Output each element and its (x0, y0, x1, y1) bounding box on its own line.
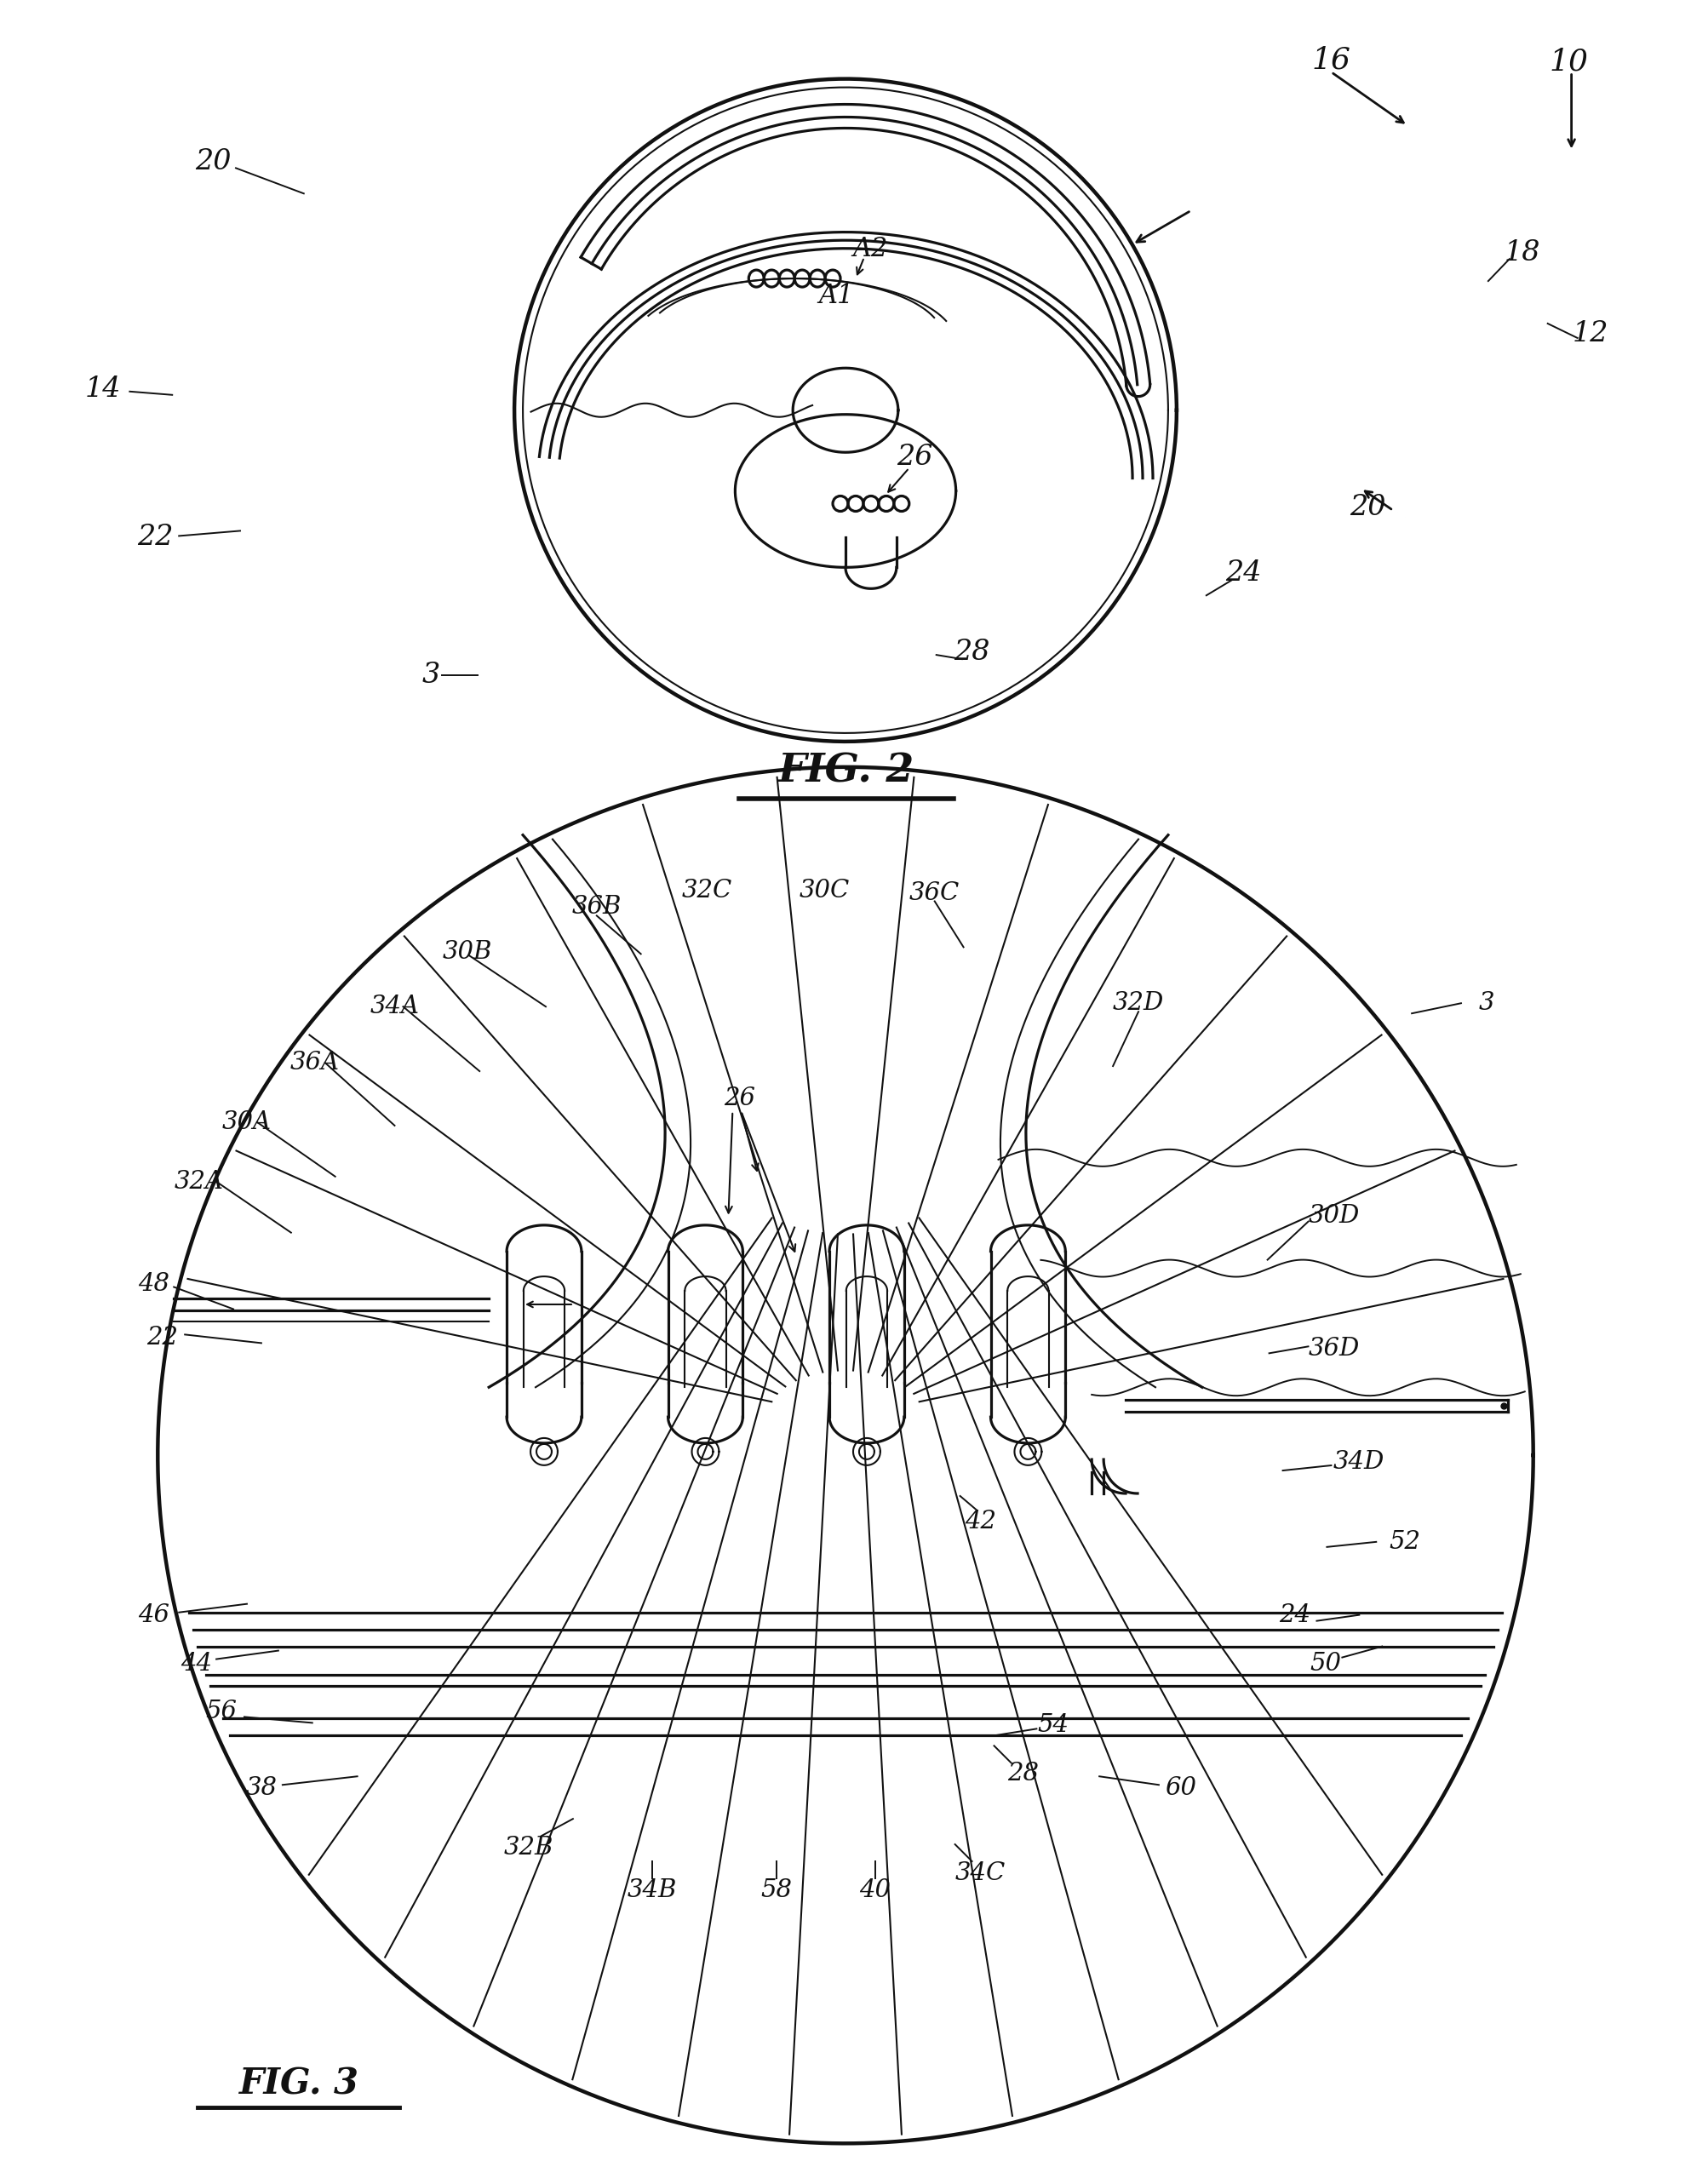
Text: 22: 22 (145, 1326, 178, 1350)
Text: 32A: 32A (174, 1171, 223, 1192)
Text: 48: 48 (137, 1271, 169, 1295)
Text: 34D: 34D (1334, 1450, 1385, 1474)
Text: 36B: 36B (572, 895, 622, 919)
Text: 38: 38 (245, 1776, 277, 1800)
Text: 34B: 34B (627, 1878, 676, 1902)
Text: 30B: 30B (443, 941, 492, 963)
Text: 36D: 36D (1309, 1337, 1360, 1361)
Text: FIG. 2: FIG. 2 (778, 751, 913, 791)
Text: A2: A2 (852, 236, 888, 262)
Text: 54: 54 (1038, 1714, 1069, 1736)
Text: 42: 42 (966, 1509, 996, 1533)
Text: 22: 22 (137, 524, 172, 550)
Text: 34C: 34C (955, 1861, 1006, 1885)
Text: 30D: 30D (1309, 1203, 1360, 1227)
Text: 24: 24 (1226, 559, 1261, 587)
Text: 50: 50 (1309, 1651, 1341, 1675)
Text: 36A: 36A (291, 1051, 340, 1075)
Text: 12: 12 (1573, 321, 1608, 347)
Text: 3: 3 (423, 662, 440, 688)
Text: 28: 28 (1008, 1762, 1038, 1787)
Text: 3: 3 (1478, 992, 1495, 1016)
Text: 44: 44 (181, 1651, 211, 1675)
Text: 26: 26 (724, 1085, 756, 1109)
Text: 26: 26 (896, 443, 933, 470)
Text: A1: A1 (818, 282, 854, 308)
Text: 32C: 32C (681, 878, 732, 902)
Text: FIG. 3: FIG. 3 (240, 2066, 360, 2101)
Text: 52: 52 (1390, 1531, 1420, 1553)
Text: 30C: 30C (800, 878, 849, 902)
Text: 32D: 32D (1113, 992, 1163, 1016)
Text: 20: 20 (194, 149, 232, 175)
Text: 56: 56 (206, 1699, 237, 1723)
Text: 34A: 34A (370, 994, 419, 1018)
Text: 16: 16 (1312, 46, 1351, 74)
Text: 20: 20 (1349, 494, 1387, 522)
Text: 36C: 36C (910, 880, 960, 904)
Text: 60: 60 (1165, 1776, 1197, 1800)
Text: 24: 24 (1278, 1603, 1311, 1627)
Text: 46: 46 (137, 1603, 169, 1627)
Text: 10: 10 (1549, 48, 1588, 76)
Text: 28: 28 (954, 638, 991, 666)
Text: 32B: 32B (504, 1837, 553, 1859)
Text: 14: 14 (85, 376, 120, 402)
Text: 30A: 30A (222, 1109, 272, 1133)
Text: 40: 40 (859, 1878, 891, 1902)
Text: 58: 58 (761, 1878, 793, 1902)
Text: 18: 18 (1503, 240, 1541, 266)
